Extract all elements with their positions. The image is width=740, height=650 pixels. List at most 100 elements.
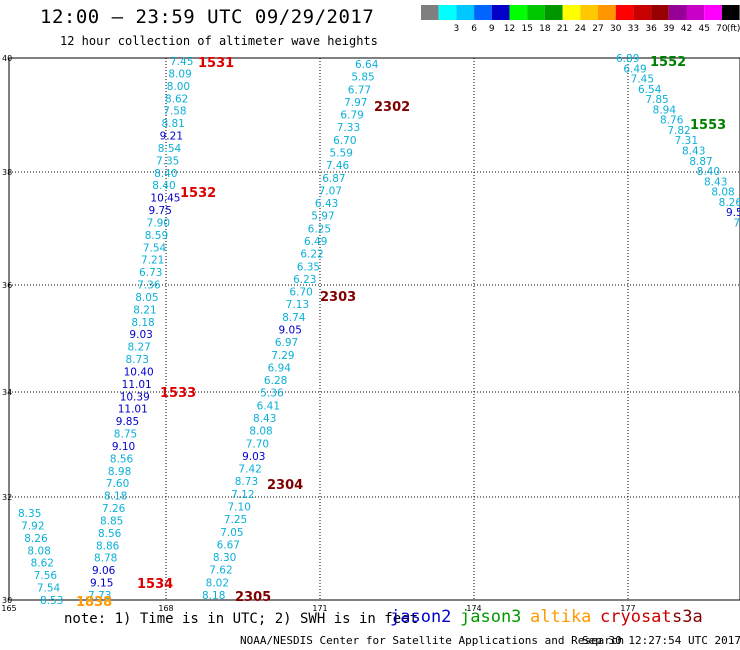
- wave-height-value: 8.87: [689, 156, 712, 168]
- wave-height-value: 8.62: [31, 558, 54, 570]
- wave-height-value: 9.06: [92, 565, 116, 577]
- scale-tick-label: 39: [663, 24, 675, 34]
- scale-tick-label: 18: [539, 24, 551, 34]
- wave-height-value: 7.82: [667, 125, 690, 137]
- wave-height-value: 9.21: [160, 131, 183, 143]
- scale-tick-label: 21: [557, 24, 568, 34]
- wave-height-value: 6.35: [297, 261, 320, 273]
- pass-time-label: 1532: [180, 186, 216, 201]
- pass-time-label: 1838: [76, 595, 112, 610]
- scale-swatch: [598, 5, 616, 20]
- wave-height-value: 8.73: [235, 476, 258, 488]
- wave-height-value: 6.89: [616, 53, 639, 65]
- wave-height-value: 8.40: [697, 166, 720, 178]
- wave-height-value: 7.12: [231, 489, 254, 501]
- pass-time-label: 1531: [198, 56, 234, 71]
- wave-height-value: 8.09: [168, 68, 191, 80]
- wave-height-value: 10.40: [124, 366, 154, 378]
- wave-height-value: 5.85: [351, 72, 374, 84]
- latitude-label: 34: [2, 388, 12, 397]
- wave-height-value: 6.94: [268, 362, 292, 374]
- scale-swatch: [651, 5, 669, 20]
- scale-tick-label: 9: [489, 24, 495, 34]
- wave-height-value: 8.56: [110, 453, 134, 465]
- wave-height-value: 6.41: [257, 400, 280, 412]
- wave-height-value: 6.43: [315, 198, 338, 210]
- wave-height-value: 7.90: [147, 217, 170, 229]
- scale-unit-label: (ft): [727, 24, 740, 34]
- wave-height-value: 6.77: [348, 84, 371, 96]
- wave-height-value: 7.45: [170, 56, 193, 68]
- wave-height-value: 7.54: [37, 583, 61, 595]
- scale-swatch: [668, 5, 687, 20]
- wave-height-value: 5.36: [260, 388, 284, 400]
- satellite-cryosat: cryosat: [600, 607, 672, 627]
- wave-height-value: 7.33: [337, 122, 360, 134]
- wave-height-value: 7.70: [246, 438, 269, 450]
- wave-height-value: 6.70: [289, 287, 312, 299]
- wave-height-value: 8.27: [127, 342, 150, 354]
- scale-tick-label: 33: [628, 24, 639, 34]
- longitude-label: 165: [1, 604, 16, 613]
- wave-height-value: 8.40: [154, 168, 177, 180]
- wave-height-value: 9.75: [149, 205, 172, 217]
- wave-height-value: 7.85: [645, 94, 668, 106]
- wave-height-value: 8.94: [653, 104, 677, 116]
- note-text: note: 1) Time is in UTC; 2) SWH is in fe…: [64, 611, 419, 627]
- scale-swatch: [421, 5, 439, 20]
- scale-swatch: [544, 5, 563, 20]
- pass-time-label: 1534: [137, 577, 173, 592]
- wave-height-value: 8.43: [682, 146, 705, 158]
- scale-swatch: [562, 5, 581, 20]
- wave-height-value: 8.18: [202, 590, 225, 602]
- wave-height-value: 8.43: [253, 413, 276, 425]
- wave-height-value: 6.70: [333, 135, 356, 147]
- satellite-s3a: s3a: [672, 607, 703, 627]
- wave-height-value: 6.64: [355, 59, 379, 71]
- wave-height-value: 8.08: [249, 426, 272, 438]
- scale-swatch: [633, 5, 652, 20]
- wave-height-value: 7.31: [675, 135, 698, 147]
- wave-height-value: 7.29: [271, 350, 294, 362]
- scale-tick-label: 27: [592, 24, 603, 34]
- scale-swatch: [491, 5, 510, 20]
- page-subtitle: 12 hour collection of altimeter wave hei…: [60, 34, 378, 48]
- wave-height-value: 8.76: [660, 115, 684, 127]
- scale-swatch: [509, 5, 528, 20]
- scale-swatch: [615, 5, 634, 20]
- wave-height-value: 8.56: [98, 528, 122, 540]
- pass-time-label: 1552: [650, 55, 686, 70]
- wave-height-value: 9.10: [112, 441, 135, 453]
- page-title: 12:00 – 23:59 UTC 09/29/2017: [40, 6, 375, 28]
- wave-height-value: 6.67: [217, 539, 240, 551]
- scale-tick-label: 15: [521, 24, 532, 34]
- longitude-label: 168: [158, 604, 173, 613]
- wave-height-value: 7.73: [88, 590, 111, 602]
- satellite-jason2: jason2: [390, 607, 452, 627]
- wave-height-value: 9.85: [116, 416, 139, 428]
- wave-height-value: 6.97: [275, 337, 298, 349]
- wave-height-value: 8.40: [152, 180, 175, 192]
- pass-time-label: 2305: [235, 590, 271, 605]
- wave-height-value: 8.98: [108, 466, 131, 478]
- wave-height-value: 8.05: [135, 292, 158, 304]
- pass-time-label: 2304: [267, 478, 303, 493]
- wave-height-value: 7.36: [137, 280, 161, 292]
- scale-tick-label: 70: [716, 24, 728, 34]
- scale-swatch: [438, 5, 457, 20]
- wave-height-value: 9.53: [726, 207, 740, 219]
- wave-height-value: 6.25: [308, 223, 331, 235]
- wave-height-value: 8.26: [719, 197, 740, 209]
- scale-tick-label: 36: [645, 24, 657, 34]
- latitude-label: 32: [2, 493, 12, 502]
- wave-height-value: 5.97: [311, 211, 334, 223]
- wave-height-value: 7.54: [143, 242, 167, 254]
- latitude-label: 40: [2, 54, 12, 63]
- wave-height-value: 8.26: [24, 533, 48, 545]
- wave-height-value: 9.15: [90, 578, 113, 590]
- wave-height-value: 7.45: [631, 74, 654, 86]
- longitude-label: 174: [466, 604, 481, 613]
- latitude-label: 30: [2, 596, 12, 605]
- wave-height-value: 8.54: [158, 143, 182, 155]
